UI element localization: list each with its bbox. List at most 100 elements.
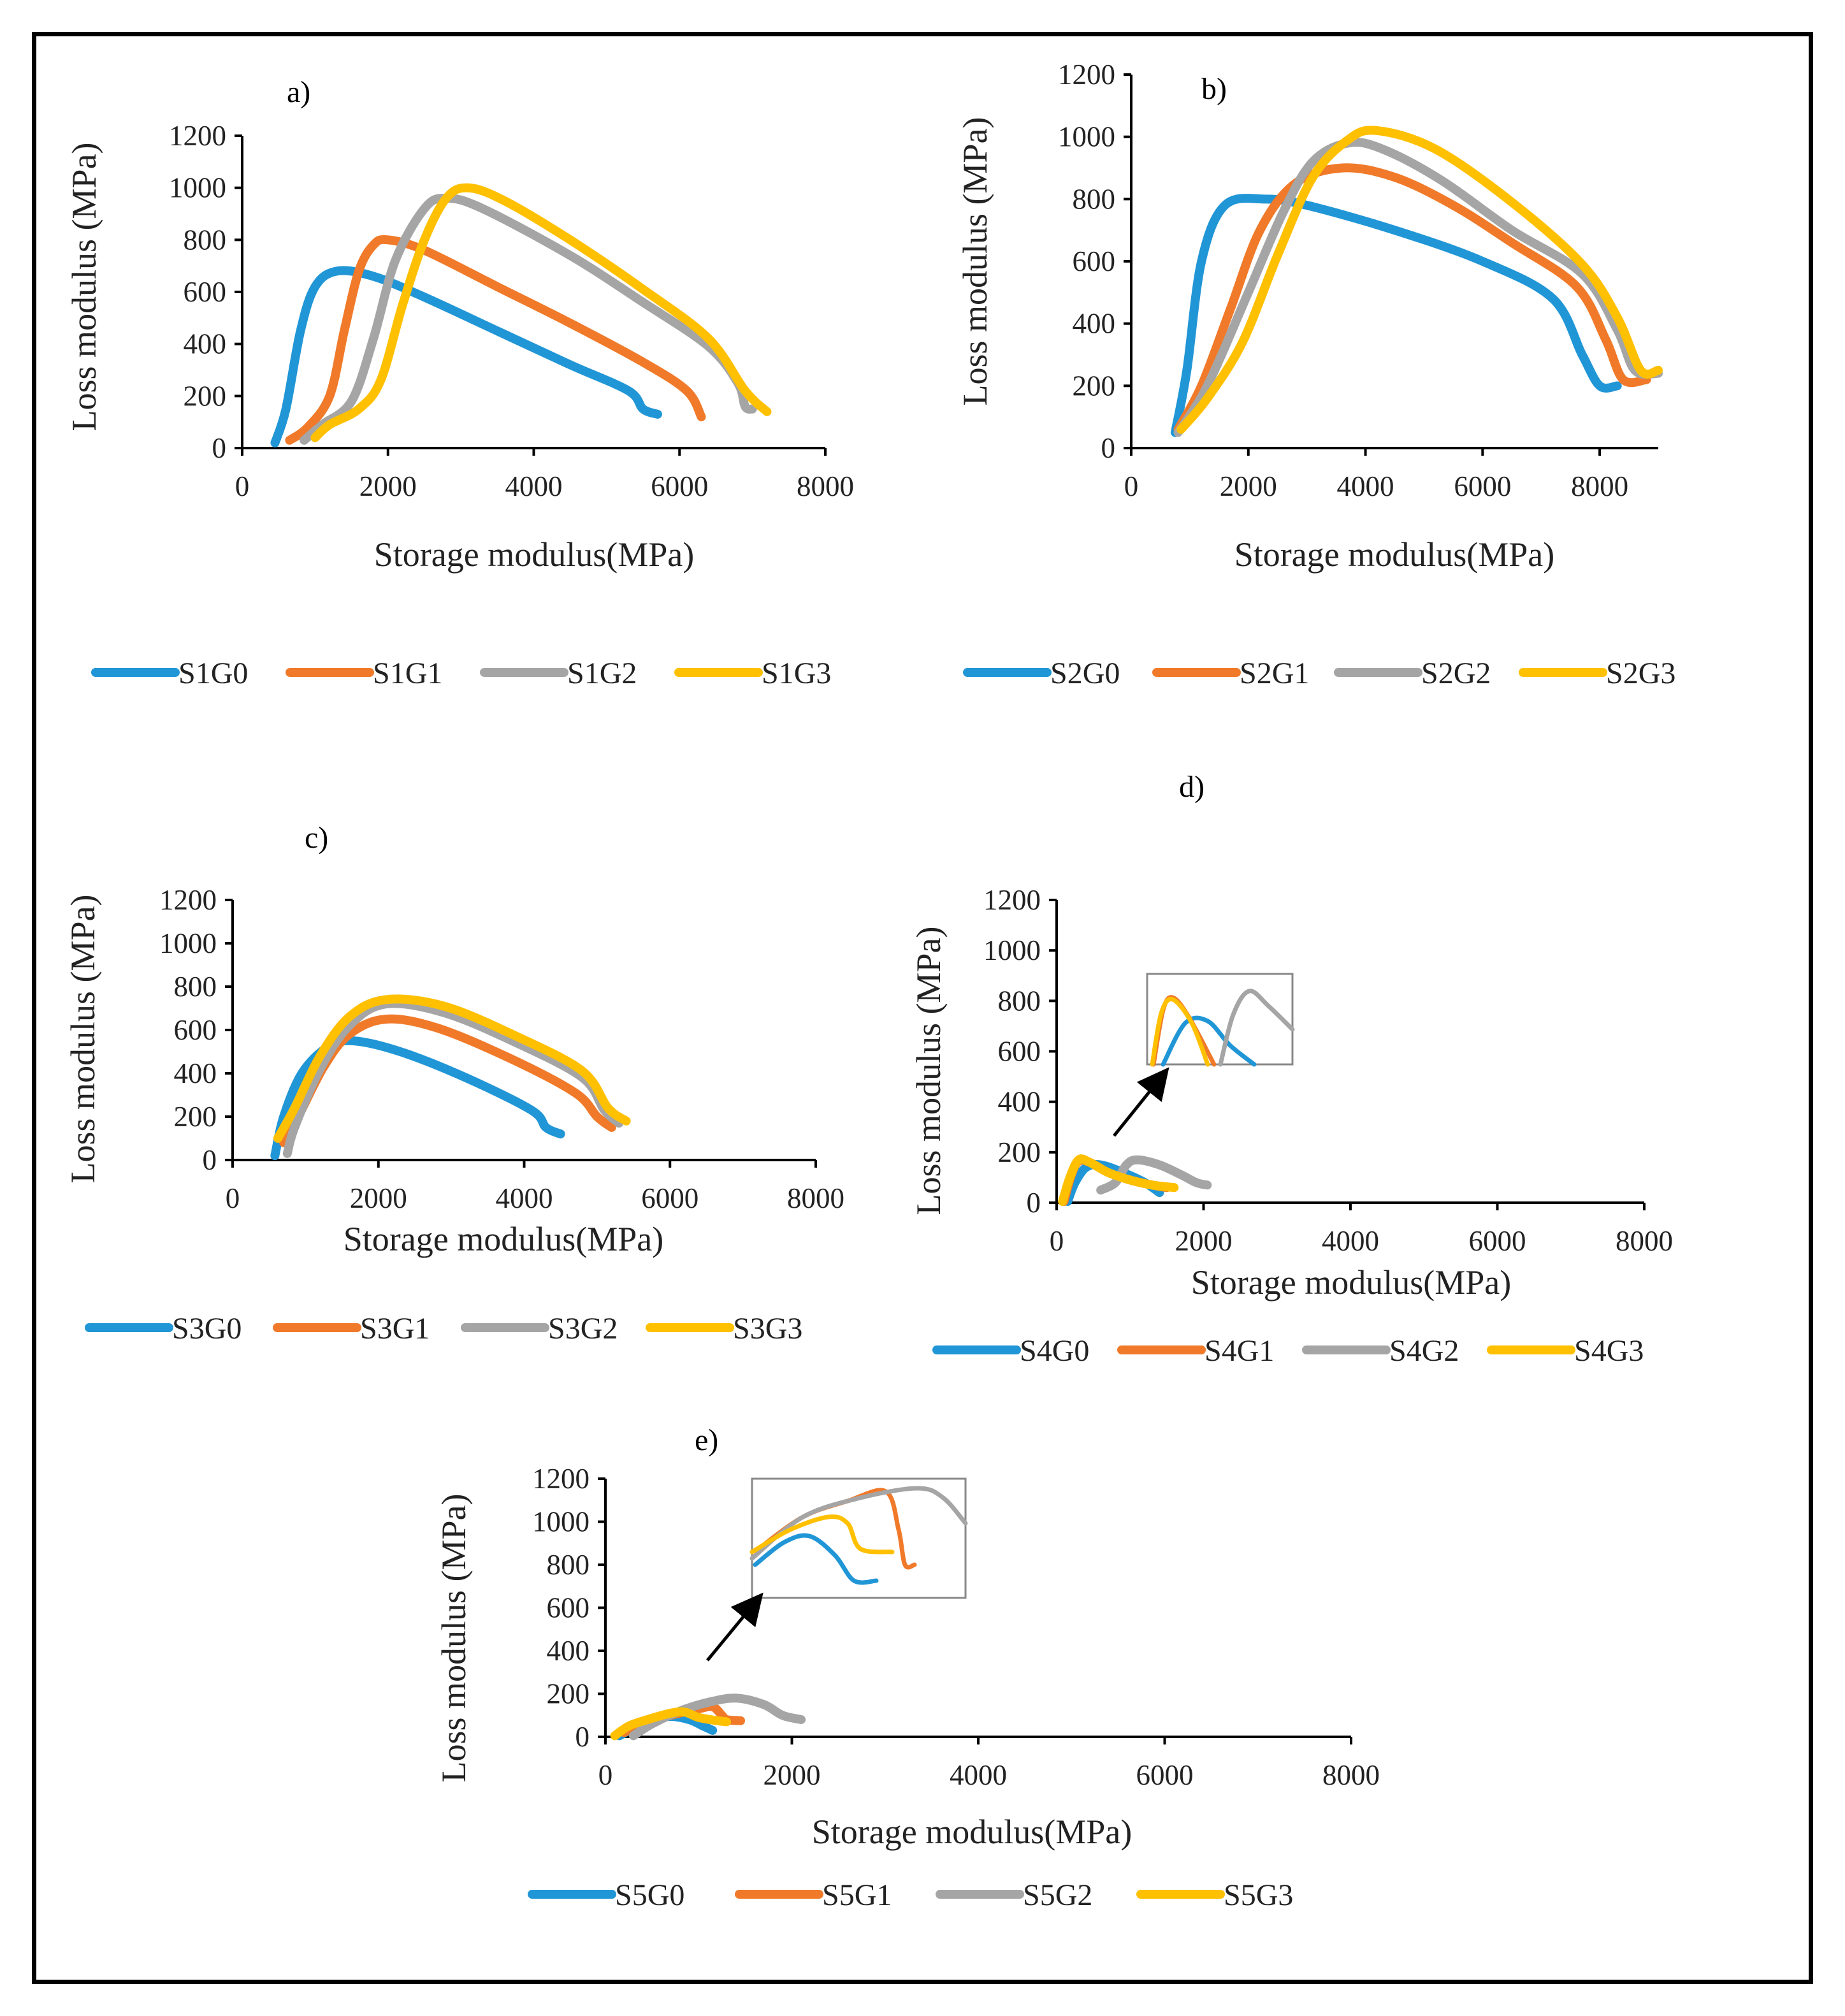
inset-e: [706, 1477, 967, 1662]
panel-label: d): [1179, 770, 1205, 804]
y-tick-label: 200: [547, 1678, 590, 1710]
x-tick-label: 0: [598, 1759, 613, 1791]
series-line-S2G0: [1170, 194, 1622, 437]
legend-label-S1G2: S1G2: [567, 656, 637, 690]
legend-label-S3G3: S3G3: [733, 1312, 802, 1345]
inset-curve: [749, 1486, 968, 1561]
y-tick-label: 600: [1073, 245, 1116, 277]
x-tick-label: 4000: [505, 470, 563, 502]
legend-label-S4G2: S4G2: [1389, 1334, 1459, 1368]
x-tick-label: 2000: [359, 470, 417, 502]
y-tick-label: 800: [1073, 183, 1116, 215]
legend-label-S2G2: S2G2: [1421, 656, 1491, 690]
legend-label-S1G3: S1G3: [762, 656, 831, 690]
series-line-S5G3: [610, 1707, 732, 1741]
x-tick-label: 0: [1050, 1225, 1064, 1257]
y-tick-label: 1200: [159, 884, 217, 916]
y-axis-title: Loss modulus (MPa): [64, 894, 102, 1183]
inset-curve: [749, 1514, 895, 1555]
x-tick-label: 0: [226, 1182, 240, 1214]
inset-curve: [1161, 1015, 1257, 1067]
x-axis-title: Storage modulus(MPa): [1234, 535, 1554, 574]
x-tick-label: 8000: [787, 1182, 844, 1214]
x-tick-label: 4000: [496, 1182, 553, 1214]
panel-label: e): [695, 1423, 718, 1457]
x-tick-label: 4000: [950, 1759, 1007, 1791]
y-tick-label: 0: [212, 432, 227, 464]
inset-e-box: [751, 1477, 967, 1599]
y-tick-label: 1000: [983, 934, 1041, 966]
x-tick-label: 2000: [350, 1182, 407, 1214]
y-tick-label: 400: [1073, 308, 1116, 340]
y-tick-label: 400: [998, 1086, 1041, 1118]
x-tick-label: 4000: [1337, 470, 1394, 502]
series-line-S1G3: [310, 183, 772, 442]
y-tick-label: 1200: [983, 884, 1041, 916]
y-tick-label: 200: [1073, 370, 1116, 402]
x-tick-label: 4000: [1322, 1225, 1379, 1257]
legend-label-S4G1: S4G1: [1205, 1334, 1274, 1368]
y-tick-label: 0: [1027, 1187, 1041, 1219]
inset-curve: [753, 1533, 879, 1585]
x-tick-label: 8000: [1322, 1759, 1380, 1791]
panel-label: b): [1201, 72, 1227, 106]
series-line-S1G0: [270, 266, 662, 447]
figure-frame: [32, 32, 1813, 1984]
y-tick-label: 0: [575, 1721, 590, 1753]
legend-label-S2G3: S2G3: [1606, 656, 1675, 690]
x-tick-label: 6000: [1469, 1225, 1526, 1257]
y-axis-title: Loss modulus (MPa): [956, 117, 994, 405]
chart-panel-1: a) 0 200 400 600 800 1000 1200 0 2000 4000 6000 8000…: [65, 75, 854, 690]
series-line-S4G3: [1058, 1154, 1179, 1207]
y-tick-label: 0: [1101, 432, 1116, 464]
y-tick-label: 800: [998, 985, 1041, 1017]
y-axis-title: Loss modulus (MPa): [435, 1493, 473, 1782]
series-line-S2G3: [1176, 126, 1663, 434]
x-tick-label: 0: [1124, 470, 1139, 502]
x-tick-label: 8000: [797, 470, 854, 502]
panel-label: c): [305, 821, 328, 855]
chart-panel-5: e) 0 200 400 600 800 1000 1200 0 2000 4000 6000 8000…: [435, 1423, 1380, 1912]
legend-label-S5G0: S5G0: [615, 1878, 684, 1912]
y-tick-label: 200: [998, 1136, 1041, 1168]
chart-panel-4: d) 0 200 400 600 800 1000 1200 0 2000 4000 6000 8000…: [909, 770, 1673, 1368]
x-axis-title: Storage modulus(MPa): [344, 1220, 663, 1258]
chart-panel-3: c) 0 200 400 600 800 1000 1200 0 2000 4000 6000 8000…: [64, 821, 844, 1345]
y-tick-label: 1200: [169, 120, 226, 152]
series-line-S3G0: [270, 1036, 565, 1161]
series-line-S4G2: [1096, 1155, 1212, 1195]
x-axis-title: Storage modulus(MPa): [1191, 1263, 1511, 1302]
series-line-S3G3: [273, 994, 631, 1143]
x-tick-label: 2000: [1175, 1225, 1233, 1257]
y-tick-label: 800: [547, 1549, 590, 1581]
inset-curve: [1150, 997, 1210, 1067]
legend-label-S2G0: S2G0: [1050, 656, 1120, 690]
x-tick-label: 0: [235, 470, 250, 502]
y-tick-label: 200: [184, 380, 227, 412]
x-tick-label: 8000: [1616, 1225, 1673, 1257]
legend-label-S5G1: S5G1: [822, 1878, 892, 1912]
y-tick-label: 1000: [169, 172, 226, 204]
y-tick-label: 200: [174, 1101, 217, 1133]
y-tick-label: 0: [203, 1144, 217, 1176]
legend-label-S1G0: S1G0: [178, 656, 248, 690]
legend-label-S3G2: S3G2: [548, 1312, 618, 1345]
inset-e-arrow: [706, 1592, 763, 1662]
panel-label: a): [287, 75, 310, 109]
x-axis-title: Storage modulus(MPa): [374, 535, 694, 574]
x-tick-label: 6000: [1454, 470, 1511, 502]
y-axis-title: Loss modulus (MPa): [909, 926, 948, 1215]
series-line-S2G1: [1173, 163, 1651, 434]
y-tick-label: 800: [184, 224, 227, 256]
y-tick-label: 1000: [532, 1506, 590, 1538]
legend-label-S5G2: S5G2: [1023, 1878, 1092, 1912]
legend-label-S4G0: S4G0: [1020, 1334, 1089, 1368]
y-axis-title: Loss modulus (MPa): [65, 142, 103, 431]
x-tick-label: 2000: [763, 1759, 821, 1791]
inset-d-arrow: [1113, 1067, 1169, 1137]
chart-panel-2: b) 0 200 400 600 800 1000 1200 0 2000 4000 6000 8000…: [956, 59, 1675, 690]
x-tick-label: 2000: [1220, 470, 1277, 502]
y-tick-label: 1200: [532, 1463, 590, 1495]
legend-label-S2G1: S2G1: [1240, 656, 1309, 690]
